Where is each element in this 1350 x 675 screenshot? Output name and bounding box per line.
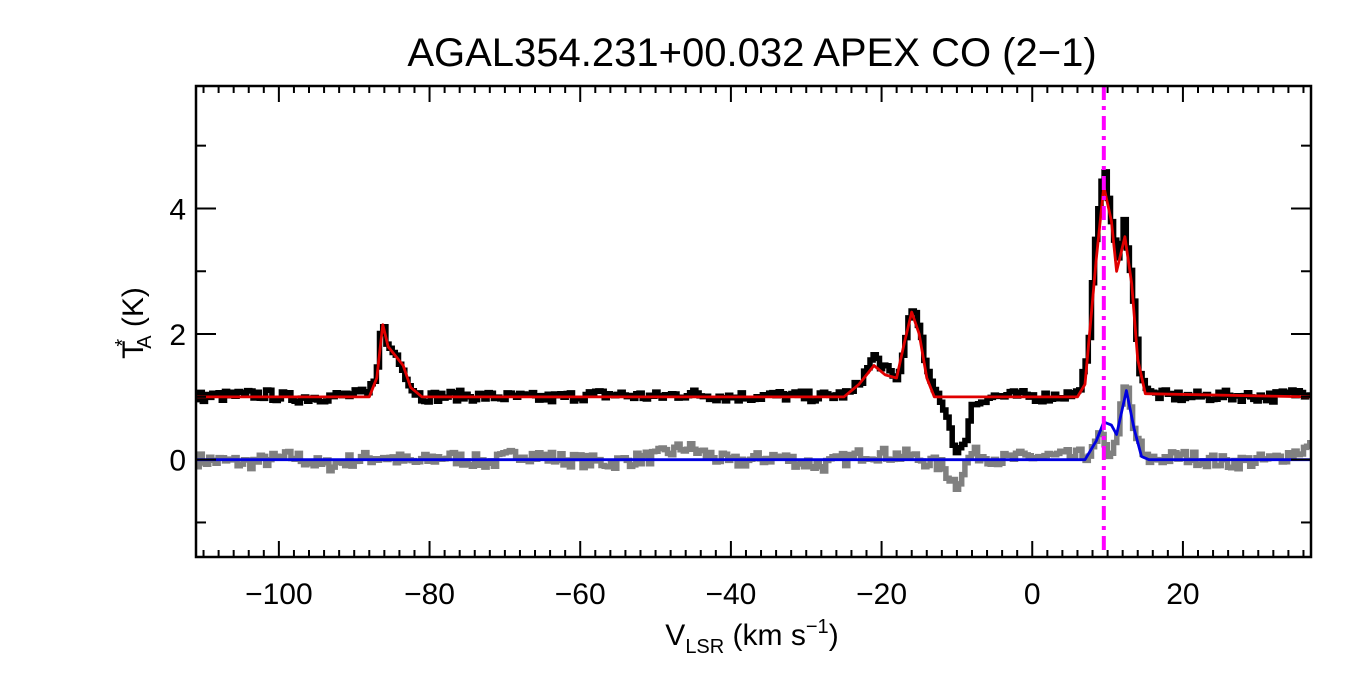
- x-tick-label: −40: [705, 578, 756, 611]
- y-axis-label-sub: A: [134, 335, 156, 349]
- y-tick-label: 4: [169, 193, 186, 226]
- svg-text:T*A (K): T*A (K): [112, 287, 156, 359]
- x-tick-label: −100: [245, 578, 313, 611]
- x-axis-label-sub: LSR: [685, 636, 724, 658]
- plot-area: −100 −80 −60 −40 −20 0 20 0 2 4: [169, 84, 1313, 611]
- x-tick-label: −20: [856, 578, 907, 611]
- y-axis-label-unit: (K): [117, 287, 150, 335]
- x-tick-label: 20: [1166, 578, 1199, 611]
- observed-spectrum-trace: [196, 169, 1311, 456]
- x-axis-label: VLSR (km s−1): [665, 616, 838, 658]
- y-axis-label-main: T: [117, 341, 150, 359]
- series-group: [196, 169, 1311, 492]
- x-tick-label: −80: [404, 578, 455, 611]
- plot-frame: [194, 84, 1313, 559]
- svg-text:VLSR (km s−1): VLSR (km s−1): [665, 616, 838, 658]
- x-axis-label-unit: (km s: [724, 619, 806, 652]
- x-tick-label: 0: [1024, 578, 1041, 611]
- x-axis-label-unit-close: ): [829, 619, 839, 652]
- y-axis-label: T*A (K): [112, 287, 156, 359]
- blue-fit-curve: [196, 389, 1311, 462]
- x-axis-label-unit-exponent: −1: [806, 616, 829, 638]
- y-tick-label: 2: [169, 319, 186, 352]
- red-fit-curve: [196, 185, 1311, 399]
- x-tick-label: −60: [555, 578, 606, 611]
- chart-title: AGAL354.231+00.032 APEX CO (2−1): [407, 31, 1096, 75]
- y-tick-label: 0: [169, 445, 186, 478]
- x-axis-label-main: V: [665, 619, 685, 652]
- y-axis-label-sup: *: [112, 339, 134, 347]
